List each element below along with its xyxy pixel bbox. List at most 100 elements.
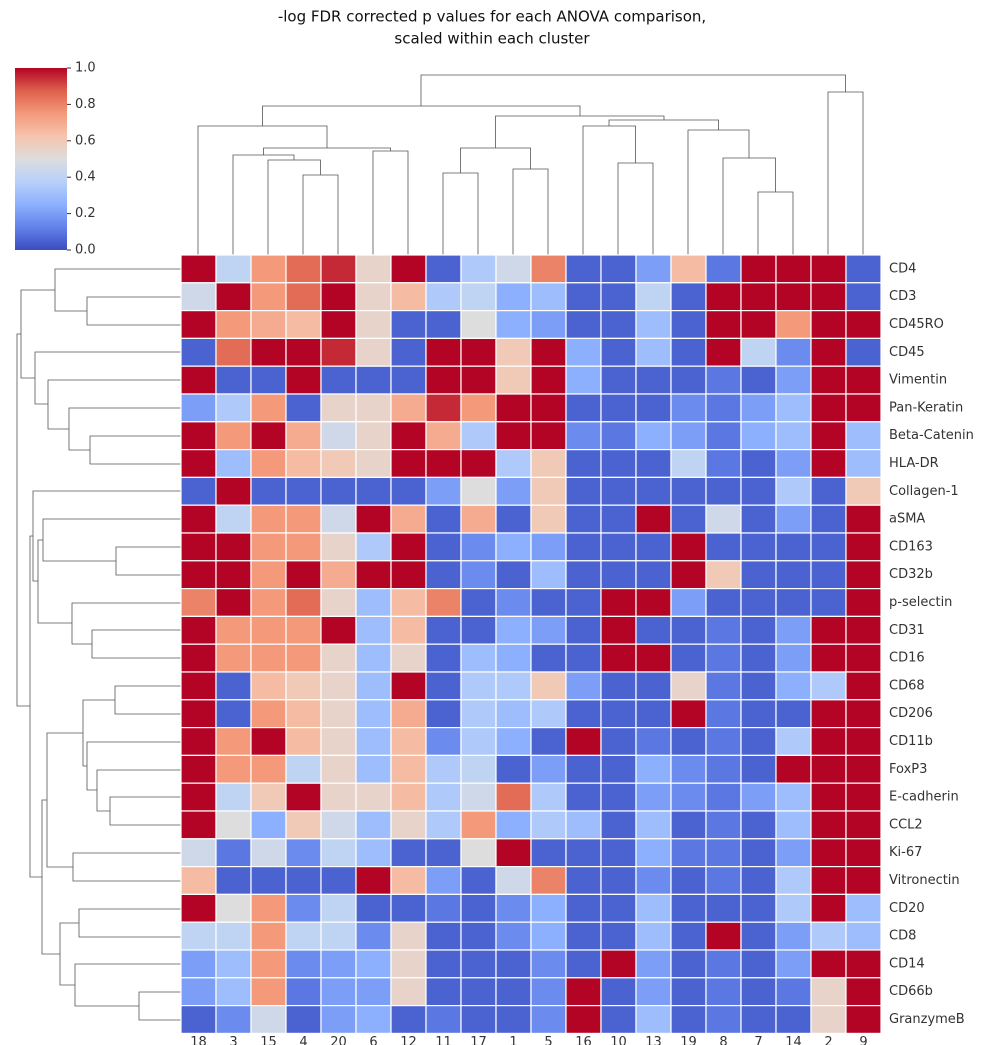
- heatmap-cell: [565, 560, 602, 590]
- heatmap-cell: [250, 643, 287, 673]
- heatmap-cell: [845, 337, 882, 367]
- heatmap-cell: [845, 282, 882, 312]
- column-dendrogram: [757, 191, 794, 255]
- heatmap-cell: [705, 393, 742, 423]
- heatmap-cell: [775, 532, 812, 562]
- heatmap-cell: [635, 532, 672, 562]
- heatmap-cell: [180, 282, 217, 312]
- heatmap-cell: [425, 977, 462, 1007]
- heatmap-cell: [670, 504, 707, 534]
- heatmap-cell: [320, 865, 357, 895]
- heatmap-cell: [285, 393, 322, 423]
- heatmap-cell: [775, 365, 812, 395]
- heatmap-cell: [565, 393, 602, 423]
- heatmap-cell: [705, 476, 742, 506]
- heatmap-cell: [425, 1004, 462, 1034]
- row-dendrogram: [115, 546, 181, 576]
- heatmap-cell: [355, 1004, 392, 1034]
- heatmap-cell: [425, 504, 462, 534]
- heatmap-cell: [320, 421, 357, 451]
- heatmap-cell: [740, 671, 777, 701]
- heatmap-cell: [425, 365, 462, 395]
- heatmap-cell: [775, 476, 812, 506]
- heatmap-cell: [320, 949, 357, 979]
- heatmap-cell: [600, 949, 637, 979]
- heatmap-cell: [600, 532, 637, 562]
- heatmap-cell: [390, 838, 427, 868]
- heatmap-cell: [530, 977, 567, 1007]
- heatmap-cell: [810, 587, 847, 617]
- heatmap-cell: [740, 754, 777, 784]
- heatmap-cell: [600, 560, 637, 590]
- heatmap-cell: [320, 310, 357, 340]
- heatmap-cell: [670, 587, 707, 617]
- column-dendrogram: [617, 162, 654, 255]
- heatmap-cell: [845, 615, 882, 645]
- heatmap-cell: [705, 977, 742, 1007]
- heatmap-cell: [390, 615, 427, 645]
- heatmap-cell: [320, 977, 357, 1007]
- heatmap-cell: [285, 921, 322, 951]
- heatmap-cell: [250, 560, 287, 590]
- row-dendrogram: [47, 379, 181, 430]
- heatmap-cell: [530, 643, 567, 673]
- heatmap-cell: [425, 838, 462, 868]
- heatmap-cell: [845, 699, 882, 729]
- heatmap-cell: [390, 643, 427, 673]
- heatmap-cell: [775, 449, 812, 479]
- heatmap-cell: [740, 310, 777, 340]
- heatmap-cell: [530, 782, 567, 812]
- row-dendrogram: [32, 490, 181, 582]
- heatmap-cell: [600, 921, 637, 951]
- heatmap-cell: [180, 949, 217, 979]
- row-label: CD20: [889, 901, 925, 916]
- heatmap-cell: [670, 532, 707, 562]
- heatmap-cell: [565, 504, 602, 534]
- heatmap-cell: [635, 393, 672, 423]
- heatmap-cell: [530, 560, 567, 590]
- heatmap-cell: [215, 643, 252, 673]
- heatmap-cell: [250, 587, 287, 617]
- heatmap-cell: [845, 449, 882, 479]
- heatmap-cell: [775, 921, 812, 951]
- heatmap-cell: [285, 893, 322, 923]
- heatmap-cell: [495, 587, 532, 617]
- heatmap-cell: [530, 754, 567, 784]
- heatmap-cell: [285, 949, 322, 979]
- heatmap-cell: [705, 615, 742, 645]
- heatmap-cell: [565, 782, 602, 812]
- heatmap-cell: [355, 838, 392, 868]
- row-label: Collagen-1: [889, 484, 959, 499]
- heatmap-cell: [775, 782, 812, 812]
- heatmap-cell: [565, 532, 602, 562]
- heatmap-cell: [285, 754, 322, 784]
- heatmap-cell: [180, 977, 217, 1007]
- heatmap-cell: [740, 726, 777, 756]
- heatmap-cell: [250, 865, 287, 895]
- heatmap-cell: [180, 587, 217, 617]
- heatmap-cell: [285, 282, 322, 312]
- heatmap-cell: [775, 504, 812, 534]
- heatmap-cell: [355, 643, 392, 673]
- heatmap-cell: [495, 421, 532, 451]
- heatmap-cell: [775, 310, 812, 340]
- heatmap-cell: [215, 1004, 252, 1034]
- heatmap-cell: [530, 1004, 567, 1034]
- heatmap-cell: [600, 671, 637, 701]
- heatmap-cell: [670, 754, 707, 784]
- heatmap-cell: [635, 560, 672, 590]
- heatmap-cell: [810, 921, 847, 951]
- heatmap-cell: [355, 449, 392, 479]
- heatmap-cell: [740, 504, 777, 534]
- heatmap-cell: [355, 421, 392, 451]
- heatmap-cell: [670, 921, 707, 951]
- heatmap-cell: [635, 782, 672, 812]
- heatmap-cell: [670, 949, 707, 979]
- heatmap-cell: [530, 449, 567, 479]
- heatmap-cell: [390, 865, 427, 895]
- row-dendrogram: [78, 908, 181, 938]
- heatmap-cell: [250, 449, 287, 479]
- row-dendrogram: [89, 435, 181, 465]
- heatmap-cell: [565, 449, 602, 479]
- heatmap-cell: [390, 726, 427, 756]
